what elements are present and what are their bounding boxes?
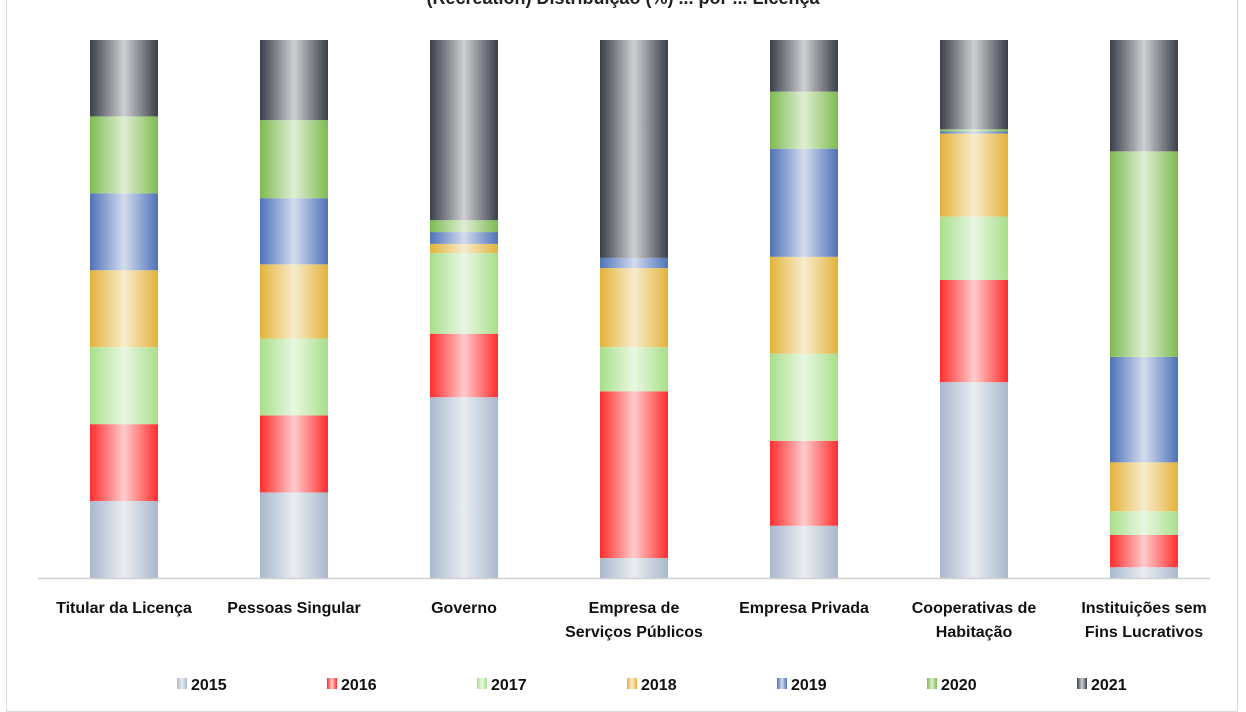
legend-label-2016: 2016 [341, 677, 377, 694]
bar-segment-2017-cat-6 [1110, 511, 1178, 535]
bar-segment-2019-cat-6 [1110, 356, 1178, 463]
bar-segment-2021-cat-3 [600, 40, 668, 258]
bar-segment-2018-cat-2 [430, 243, 498, 254]
bar-segment-2018-cat-1 [260, 264, 328, 339]
category-labels: Titular da Licença Pessoas Singular Govern… [56, 600, 1207, 641]
bar-segment-2020-cat-2 [430, 220, 498, 233]
bar-segment-2016-cat-3 [600, 391, 668, 559]
bar-segment-2020-cat-4 [770, 91, 838, 149]
bar-segment-2018-cat-0 [90, 270, 158, 348]
bar-segment-2017-cat-5 [940, 216, 1008, 280]
bar-segment-2019-cat-2 [430, 232, 498, 244]
bar-segment-2015-cat-6 [1110, 567, 1178, 578]
bar-segment-2021-cat-4 [770, 40, 838, 92]
bar-segment-2021-cat-2 [430, 40, 498, 221]
chart-title: (Recreation) Distribuição (%) ... por ..… [0, 0, 1246, 9]
bar-segment-2018-cat-5 [940, 133, 1008, 217]
bar-segment-2019-cat-0 [90, 193, 158, 271]
bar-segment-2019-cat-5 [940, 131, 1008, 134]
bar-segment-2019-cat-1 [260, 198, 328, 265]
bar-segment-2017-cat-1 [260, 338, 328, 416]
bar-segment-2015-cat-1 [260, 492, 328, 578]
legend-swatch-2021 [1077, 678, 1087, 689]
legend-label-2021: 2021 [1091, 677, 1127, 694]
bar-segment-2015-cat-3 [600, 558, 668, 578]
bar-segment-2016-cat-1 [260, 415, 328, 493]
bar-segment-2015-cat-0 [90, 501, 158, 578]
bar-segment-2020-cat-0 [90, 116, 158, 194]
legend-swatch-2016 [327, 678, 337, 689]
bar-segment-2017-cat-3 [600, 347, 668, 392]
bar-segment-2017-cat-4 [770, 353, 838, 441]
legend-label-2015: 2015 [191, 677, 227, 694]
legend-label-2017: 2017 [491, 677, 527, 694]
category-label-1: Pessoas Singular [227, 600, 360, 617]
bar-segment-2016-cat-2 [430, 333, 498, 398]
bar-segment-2021-cat-0 [90, 40, 158, 117]
legend: 2015 2016 2017 2018 2019 2020 2021 [177, 677, 1127, 694]
bar-segment-2017-cat-2 [430, 253, 498, 334]
legend-swatch-2020 [927, 678, 937, 689]
bar-segment-2021-cat-5 [940, 40, 1008, 130]
bar-segment-2016-cat-0 [90, 424, 158, 502]
legend-swatch-2017 [477, 678, 487, 689]
bars-layer [90, 40, 1178, 578]
legend-label-2019: 2019 [791, 677, 827, 694]
category-label-4: Empresa Privada [739, 600, 869, 617]
bar-segment-2018-cat-4 [770, 256, 838, 354]
legend-swatch-2019 [777, 678, 787, 689]
bar-segment-2016-cat-6 [1110, 534, 1178, 568]
legend-label-2018: 2018 [641, 677, 677, 694]
bar-segment-2021-cat-1 [260, 40, 328, 121]
bar-segment-2017-cat-0 [90, 347, 158, 425]
bar-segment-2020-cat-1 [260, 120, 328, 199]
bar-segment-2019-cat-4 [770, 148, 838, 257]
bar-segment-2015-cat-4 [770, 525, 838, 578]
bar-segment-2015-cat-5 [940, 382, 1008, 578]
bar-segment-2019-cat-3 [600, 257, 668, 269]
bar-segment-2020-cat-5 [940, 129, 1008, 132]
bar-segment-2020-cat-6 [1110, 151, 1178, 357]
legend-label-2020: 2020 [941, 677, 977, 694]
bar-segment-2015-cat-2 [430, 397, 498, 578]
category-label-6: Instituições sem Fins Lucrativos [1081, 600, 1206, 641]
category-label-5: Cooperativas de Habitação [912, 600, 1037, 641]
bar-segment-2018-cat-3 [600, 268, 668, 348]
legend-swatch-2015 [177, 678, 187, 689]
bar-segment-2016-cat-4 [770, 440, 838, 526]
bar-segment-2016-cat-5 [940, 279, 1008, 383]
bar-segment-2018-cat-6 [1110, 462, 1178, 512]
category-label-3: Empresa de Serviços Públicos [565, 600, 703, 641]
bar-segment-2021-cat-6 [1110, 40, 1178, 152]
category-label-0: Titular da Licença [56, 600, 192, 617]
legend-swatch-2018 [627, 678, 637, 689]
category-label-2: Governo [431, 600, 497, 617]
